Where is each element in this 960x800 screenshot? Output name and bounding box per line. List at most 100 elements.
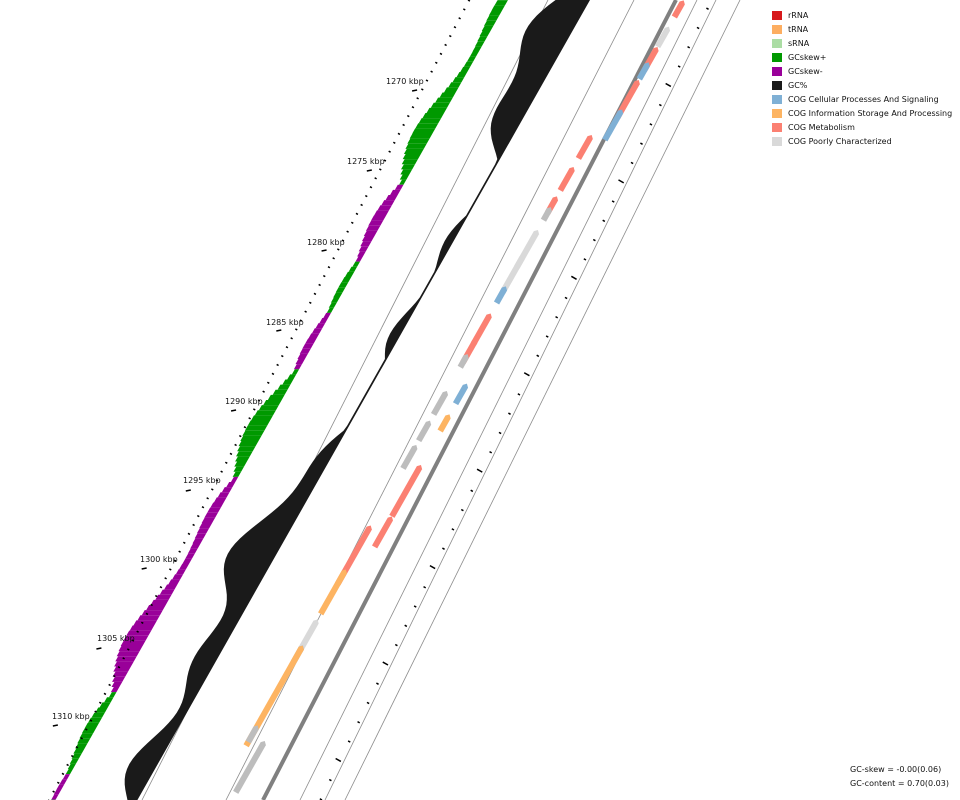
minor-tick xyxy=(318,283,321,287)
gc-skew-segment xyxy=(430,102,450,108)
legend-label: rRNA xyxy=(788,10,809,20)
gc-skew-segment xyxy=(323,312,332,318)
minor-tick xyxy=(89,719,93,722)
gc-skew-segment xyxy=(338,282,349,288)
gene-feature xyxy=(557,166,575,192)
gc-content-band xyxy=(124,0,590,800)
gc-skew-segment xyxy=(361,236,375,242)
legend-label: GCskew+ xyxy=(788,52,827,62)
gene-feature xyxy=(575,134,593,160)
gc-skew-segment xyxy=(302,343,314,349)
outer-tick xyxy=(630,161,634,165)
gc-skew-segment xyxy=(235,456,250,462)
gc-skew-segment xyxy=(293,364,303,370)
gc-skew-segment xyxy=(150,599,169,605)
gc-skew-segment xyxy=(232,471,242,477)
gc-skew-segment xyxy=(112,671,129,677)
outer-tick xyxy=(602,219,606,223)
minor-tick xyxy=(402,123,405,127)
legend-label: COG Metabolism xyxy=(788,122,855,132)
gc-skew-segment xyxy=(305,338,317,344)
legend-label: COG Poorly Characterized xyxy=(788,136,892,146)
gene-feature xyxy=(389,465,423,518)
gc-skew-segment xyxy=(282,379,294,385)
gc-skew-track xyxy=(51,0,509,800)
minor-tick xyxy=(369,186,373,189)
minor-tick xyxy=(346,230,349,233)
gc-skew-segment xyxy=(463,61,474,67)
gc-skew-segment xyxy=(95,707,108,713)
tick-label: 1270 kbp xyxy=(386,77,424,86)
gc-skew-segment xyxy=(129,625,155,631)
minor-tick xyxy=(150,603,153,607)
outer-tick xyxy=(649,123,653,126)
gene-feature xyxy=(499,254,525,294)
outer-tick xyxy=(423,585,427,589)
gc-skew-segment xyxy=(460,66,471,72)
gc-skew-segment xyxy=(407,138,430,144)
gc-skew-segment xyxy=(221,487,233,493)
minor-tick xyxy=(61,772,65,776)
gene-arrow xyxy=(452,383,469,406)
gc-skew-segment xyxy=(111,681,123,687)
minor-tick xyxy=(173,559,177,562)
gc-skew-segment xyxy=(483,20,497,26)
minor-tick xyxy=(201,506,205,509)
minor-tick xyxy=(94,710,97,713)
gc-skew-segment xyxy=(69,758,79,764)
minor-tick xyxy=(252,408,256,411)
minor-tick xyxy=(210,488,214,491)
gc-skew-segment xyxy=(267,394,285,400)
legend-swatch xyxy=(772,66,782,76)
gc-skew-segment xyxy=(168,579,181,585)
minor-tick xyxy=(84,728,88,731)
coordinate-ruler: 1270 kbp 1275 kbp 1280 kbp 1285 kbp 1290 kbp… xyxy=(48,0,709,800)
legend-label: GCskew- xyxy=(788,66,823,76)
gc-skew-segment xyxy=(319,318,329,324)
gc-skew-segment xyxy=(486,15,500,21)
gc-content-stat: GC-content = 0.70(0.03) xyxy=(850,779,949,788)
legend-label: tRNA xyxy=(788,24,809,34)
gc-skew-segment xyxy=(297,353,308,359)
legend: rRNA tRNA sRNA GCskew+ GCskew- GC% COG Cellula… xyxy=(772,8,952,148)
major-tick xyxy=(411,89,418,92)
major-tick xyxy=(321,249,327,252)
minor-tick xyxy=(388,150,391,153)
gc-skew-segment xyxy=(381,200,395,206)
legend-swatch xyxy=(772,38,782,48)
outer-tick xyxy=(611,200,615,203)
outer-tick xyxy=(328,778,332,782)
gc-skew-segment xyxy=(84,722,100,728)
gc-skew-segment xyxy=(352,261,360,267)
legend-item: COG Cellular Processes And Signaling xyxy=(772,92,952,106)
minor-tick xyxy=(262,390,265,393)
gc-skew-segment xyxy=(355,256,363,262)
minor-tick xyxy=(462,8,466,11)
major-tick xyxy=(185,489,191,492)
gc-skew-segment xyxy=(182,558,192,564)
gc-skew-segment xyxy=(242,430,265,436)
gene-feature xyxy=(636,62,650,81)
gc-skew-segment xyxy=(295,359,305,365)
outer-tick xyxy=(545,335,549,338)
gc-skew-segment xyxy=(244,425,268,431)
gc-skew-segment xyxy=(137,615,160,621)
minor-tick xyxy=(453,26,457,29)
gene-feature xyxy=(372,516,393,549)
gene-arrow xyxy=(437,414,451,433)
outer-tick xyxy=(665,82,672,88)
gene-feature xyxy=(416,420,432,443)
minor-tick xyxy=(108,683,111,687)
gc-skew-segment xyxy=(477,36,488,42)
gc-skew-segment xyxy=(51,794,59,800)
gc-skew-segment xyxy=(277,384,291,390)
gene-arrow xyxy=(400,444,418,470)
gc-skew-segment xyxy=(236,451,253,457)
gc-skew-segment xyxy=(328,302,337,308)
gene-feature xyxy=(457,354,469,369)
gc-skew-segment xyxy=(110,687,120,693)
tick-label: 1290 kbp xyxy=(225,397,263,406)
gc-skew-segment xyxy=(263,400,282,406)
major-tick xyxy=(141,567,147,570)
gc-skew-segment xyxy=(185,553,195,559)
